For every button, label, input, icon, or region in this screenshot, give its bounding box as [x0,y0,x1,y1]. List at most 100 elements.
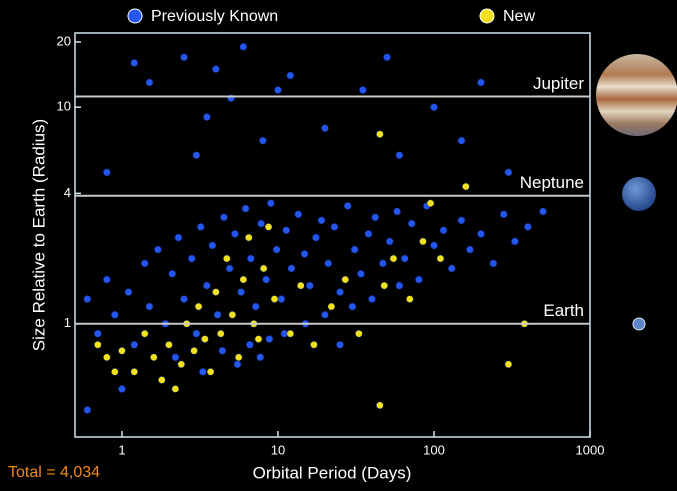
data-point [317,216,326,225]
data-point [395,281,404,290]
data-point [118,385,126,393]
data-point [216,329,225,338]
data-point [251,302,260,311]
data-point [419,237,427,246]
data-point [245,340,254,349]
data-point [457,216,466,225]
data-point [239,42,248,51]
data-point [368,295,376,303]
data-point [83,406,92,414]
data-point [266,199,275,208]
data-point [414,275,423,284]
data-point [356,269,365,278]
data-point [336,340,344,349]
neptune-icon [622,177,656,211]
data-point [145,78,154,87]
data-point [93,329,102,338]
data-point [262,275,271,284]
data-point [140,259,149,268]
data-point [405,295,414,303]
data-point [385,237,394,246]
data-point [213,310,222,319]
data-point [211,65,220,73]
data-point [254,335,263,343]
data-point [277,295,286,303]
data-point [341,275,350,284]
data-point [300,250,309,258]
data-point [198,367,207,376]
data-point [321,310,329,319]
data-point [510,237,519,246]
legend-marker [479,8,495,24]
data-point [218,346,227,355]
data-point [296,281,305,290]
data-point [102,275,111,284]
data-point [202,281,211,290]
data-point [489,259,498,268]
data-point [436,254,445,263]
data-point [358,86,367,94]
data-point [350,245,359,254]
y-tick-label: 1 [64,315,71,330]
data-point [194,302,203,311]
data-point [330,223,339,231]
data-point [375,130,384,139]
data-point [196,223,205,231]
data-point [149,353,158,362]
data-point [258,136,267,145]
y-tick-label: 20 [57,33,71,48]
data-point [93,340,102,349]
data-point [504,168,513,177]
data-point [174,233,183,242]
data-point [466,245,474,254]
data-point [327,302,336,311]
data-point [231,229,239,238]
jupiter-icon [596,54,677,136]
data-point [157,376,166,384]
data-point [400,254,409,263]
data-point [246,254,255,263]
legend-marker [127,8,143,24]
data-point [310,340,318,349]
data-point [375,401,384,410]
data-point [348,302,357,311]
plot-frame [74,32,591,438]
data-point [389,254,398,263]
data-point [305,281,314,290]
x-tick-label: 10 [271,442,285,457]
data-point [364,229,373,238]
data-point [393,207,401,216]
data-point [219,213,228,222]
data-point [222,254,231,263]
data-point [395,151,404,160]
data-point [168,269,177,278]
data-point [287,264,296,273]
data-point [282,226,291,235]
y-axis-label: Size Relative to Earth (Radius) [29,119,48,351]
data-point [286,71,295,80]
y-tick-label: 10 [57,99,71,114]
data-point [180,53,188,62]
data-point [477,229,485,238]
earth-icon [632,317,646,331]
legend-label: Previously Known [151,8,278,25]
data-point [457,136,466,145]
data-point [241,204,250,213]
data-point [524,223,532,231]
data-point [354,329,363,338]
data-point [477,78,485,87]
data-point [237,288,245,297]
data-point [274,86,282,94]
data-point [211,288,220,297]
x-axis-label: Orbital Period (Days) [253,463,412,482]
data-point [439,226,448,235]
x-tick-label: 1 [118,442,125,457]
data-point [102,353,111,362]
reference-label: Earth [543,301,584,320]
data-point [311,233,320,242]
data-point [110,367,119,376]
data-point [407,219,416,228]
total-annotation: Total = 4,034 [8,464,100,481]
reference-label: Jupiter [533,74,584,93]
